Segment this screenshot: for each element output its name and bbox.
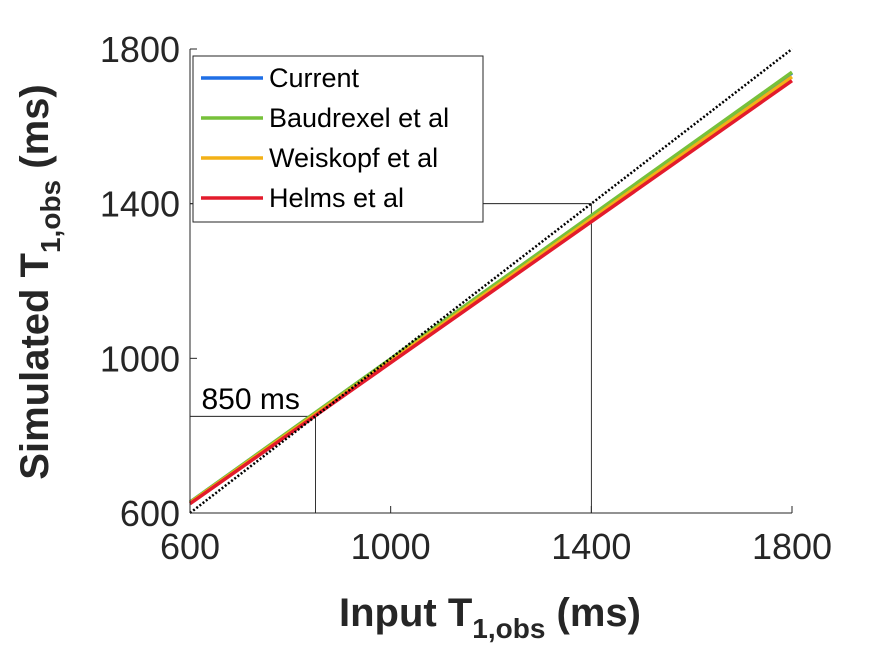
x-axis-label-sub: 1,obs	[472, 613, 545, 644]
x-axis-label-main: Input T	[339, 591, 472, 635]
legend-box	[192, 55, 484, 223]
x-tick-label-1: 1000	[351, 526, 431, 567]
identity-line	[189, 48, 793, 514]
y-axis-label: Simulated T1,obs (ms)	[13, 84, 66, 479]
x-tick-label-3: 1800	[752, 526, 832, 567]
x-axis-label-space	[545, 591, 556, 635]
tick-labels: 600 1000 1400 1800 600 1000 1400 1800	[100, 29, 832, 567]
identity-line-group	[189, 48, 793, 514]
x-axis-label: Input T1,obs (ms)	[339, 591, 641, 644]
annotation-850ms: 850 ms	[202, 383, 300, 416]
y-axis-label-main: Simulated T	[13, 253, 57, 480]
series-line-3	[188, 79, 794, 506]
legend-label-2: Weiskopf et al	[269, 143, 438, 173]
axes	[189, 48, 793, 514]
x-axis-label-unit: (ms)	[557, 591, 641, 635]
x-tick-label-0: 600	[160, 526, 220, 567]
legend-label-1: Baudrexel et al	[269, 103, 449, 133]
y-tick-label-3: 1800	[100, 29, 180, 70]
legend-label-0: Current	[269, 63, 360, 93]
series-lines	[188, 70, 794, 506]
legend-label-3: Helms et al	[269, 183, 404, 213]
y-tick-label-1: 1000	[100, 338, 180, 379]
y-tick-label-0: 600	[120, 493, 180, 534]
y-axis-label-sub: 1,obs	[35, 180, 66, 253]
y-axis-label-space	[13, 169, 57, 180]
y-tick-label-2: 1400	[100, 184, 180, 225]
x-tick-label-2: 1400	[551, 526, 631, 567]
y-axis-label-unit: (ms)	[13, 84, 57, 168]
legend: Current Baudrexel et al Weiskopf et al Helm…	[192, 55, 484, 223]
